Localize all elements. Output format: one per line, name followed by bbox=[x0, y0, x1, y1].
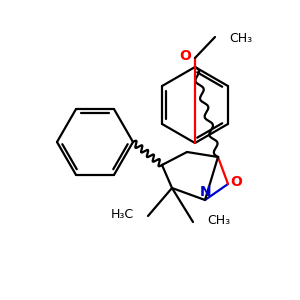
Text: O: O bbox=[179, 49, 191, 63]
Text: CH₃: CH₃ bbox=[229, 32, 252, 46]
Text: H₃C: H₃C bbox=[111, 208, 134, 220]
Text: CH₃: CH₃ bbox=[207, 214, 230, 226]
Text: N: N bbox=[200, 185, 212, 199]
Text: O: O bbox=[230, 175, 242, 189]
